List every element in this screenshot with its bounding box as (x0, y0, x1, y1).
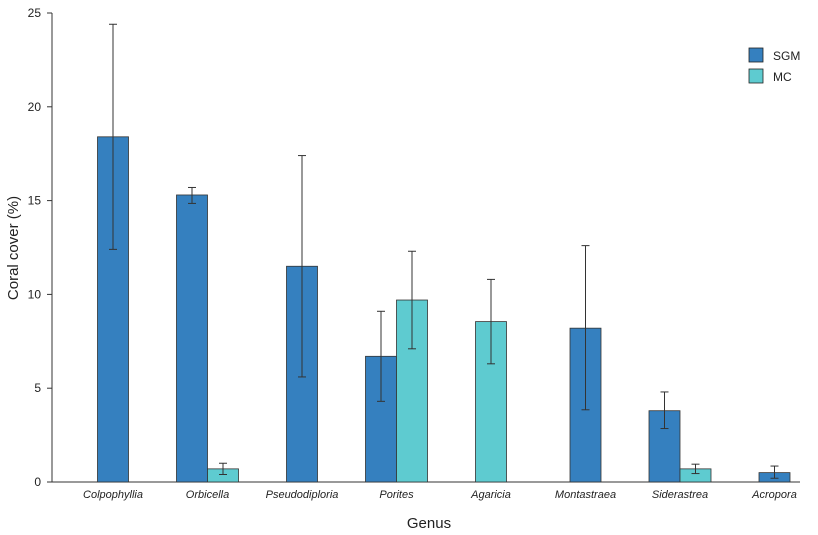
legend: SGM MC (748, 47, 800, 84)
y-tick-label: 10 (28, 287, 42, 301)
legend-label-sgm: SGM (773, 49, 800, 63)
error-bars (109, 23, 779, 479)
category-label-pseudodiploria: Pseudodiploria (266, 489, 339, 501)
bar-orbicella-sgm (176, 194, 208, 483)
category-label-acropora: Acropora (751, 489, 797, 501)
y-tick-label: 20 (28, 100, 42, 114)
bars (97, 136, 791, 483)
y-tick-label: 5 (34, 381, 41, 395)
category-label-montastraea: Montastraea (555, 489, 616, 501)
legend-label-mc: MC (773, 70, 792, 84)
legend-swatch-sgm (748, 47, 764, 63)
x-axis-title: Genus (407, 515, 451, 532)
y-ticks: 0 5 10 15 20 25 (28, 6, 52, 489)
legend-swatch-mc (748, 68, 764, 84)
y-tick-label: 25 (28, 6, 42, 20)
category-label-orbicella: Orbicella (186, 489, 229, 501)
category-label-colpophyllia: Colpophyllia (83, 489, 143, 501)
category-label-agaricia: Agaricia (470, 489, 511, 501)
category-label-siderastrea: Siderastrea (652, 489, 708, 501)
category-labels: Colpophyllia Orbicella Pseudodiploria Porit… (83, 489, 797, 501)
category-label-porites: Porites (379, 489, 414, 501)
y-tick-label: 15 (28, 194, 42, 208)
y-axis-title: Coral cover (%) (5, 196, 22, 300)
y-tick-label: 0 (34, 475, 41, 489)
